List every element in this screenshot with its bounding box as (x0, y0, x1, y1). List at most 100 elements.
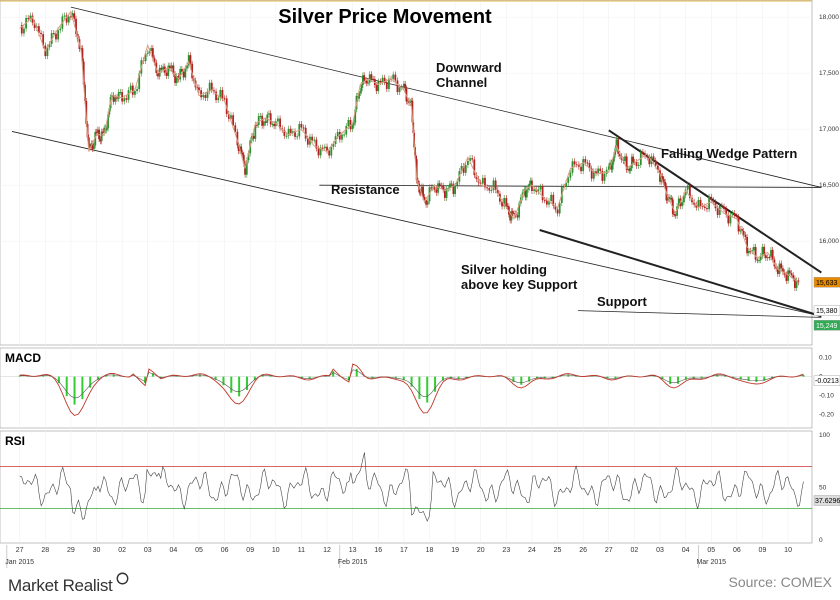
price-candle (699, 199, 702, 207)
price-candle (191, 63, 194, 79)
price-candle (419, 192, 422, 194)
price-candle (103, 127, 106, 133)
price-candle (215, 91, 217, 101)
price-candle (57, 30, 60, 40)
price-candle (450, 183, 453, 185)
price-candle (509, 214, 512, 221)
price-candle (795, 280, 798, 288)
price-candle (165, 72, 168, 76)
price-candle (65, 15, 68, 23)
price-candle (375, 85, 378, 92)
price-candle (712, 200, 715, 203)
price-candle (217, 97, 220, 101)
price-candle (763, 246, 766, 256)
x-tick-label: 19 (451, 547, 459, 554)
price-candle (172, 65, 175, 75)
price-candle (758, 260, 760, 262)
price-candle (27, 18, 30, 20)
price-candle (635, 161, 638, 166)
price-candle (688, 185, 691, 198)
price-candle (40, 32, 42, 35)
price-candle (127, 90, 130, 100)
price-candle (601, 170, 604, 181)
rsi-label: RSI (5, 434, 26, 448)
price-candle (741, 229, 743, 231)
rsi-tag (813, 495, 840, 506)
x-tick-label: 11 (298, 547, 305, 554)
price-candle (315, 139, 318, 149)
macd-y-tick: 0.10 (819, 355, 832, 362)
price-candle (525, 189, 528, 198)
rsi-panel-frame (0, 430, 813, 544)
price-candle (247, 153, 250, 161)
price-candle (642, 151, 644, 154)
price-candle (646, 156, 649, 158)
price-candle (204, 95, 207, 98)
price-panel-frame (0, 0, 813, 346)
price-candle (372, 78, 375, 80)
price-candle (252, 135, 255, 139)
price-candle (524, 189, 527, 198)
price-tag-label: 15,380 (816, 308, 838, 315)
price-tag (813, 277, 840, 288)
price-candle (558, 202, 561, 214)
price-candle (107, 114, 109, 129)
price-candle (96, 129, 99, 133)
price-candle (766, 257, 769, 259)
price-candle (556, 209, 559, 214)
rsi-y-tick: 100 (819, 432, 830, 439)
wedge-lower-line (539, 229, 822, 318)
price-candle (146, 52, 149, 54)
price-candle (99, 139, 102, 142)
price-candle (75, 18, 77, 34)
price-candle (754, 247, 757, 260)
price-candle (257, 116, 260, 125)
price-candle (607, 166, 610, 170)
price-candle (116, 97, 118, 99)
x-tick-label: 25 (554, 547, 562, 554)
price-candle (425, 200, 427, 205)
x-tick-label: 28 (41, 547, 49, 554)
price-candle (187, 55, 190, 66)
price-candle (153, 58, 156, 63)
price-candle (131, 85, 134, 95)
price-candle (473, 159, 476, 176)
price-candle (119, 92, 122, 94)
price-candle (300, 124, 303, 128)
price-candle (347, 119, 350, 127)
price-candle (59, 28, 62, 31)
price-candle (360, 84, 363, 92)
price-candle (756, 259, 759, 261)
price-candle (349, 119, 352, 130)
x-tick-label: 06 (221, 547, 229, 554)
macd-signal-line (19, 369, 804, 399)
price-candle (268, 113, 270, 115)
price-candle (664, 181, 667, 187)
price-candle (731, 213, 734, 215)
price-candle (409, 101, 412, 103)
price-candle (460, 165, 463, 172)
price-candle (735, 215, 738, 217)
month-label: Jan 2015 (5, 559, 34, 566)
price-candle (586, 162, 589, 164)
price-candle (624, 156, 626, 162)
price-candle (733, 213, 736, 216)
price-candle (597, 168, 600, 174)
price-candle (590, 168, 593, 179)
x-tick-label: 29 (67, 547, 75, 554)
rsi-y-tick: 0 (819, 537, 823, 544)
annotation-falling-wedge: Falling Wedge Pattern (661, 146, 798, 161)
price-candle (264, 121, 267, 123)
price-candle (170, 65, 173, 69)
price-candle (543, 200, 546, 202)
price-candle (747, 250, 750, 254)
price-candle (157, 72, 159, 77)
price-candle (666, 196, 669, 201)
x-tick-label: 17 (400, 547, 408, 554)
annotation-holding-support: Silver holding above key Support (461, 262, 578, 292)
price-candle (33, 22, 36, 29)
price-candle (505, 197, 508, 206)
price-candle (676, 206, 678, 216)
macd-line (19, 363, 804, 417)
